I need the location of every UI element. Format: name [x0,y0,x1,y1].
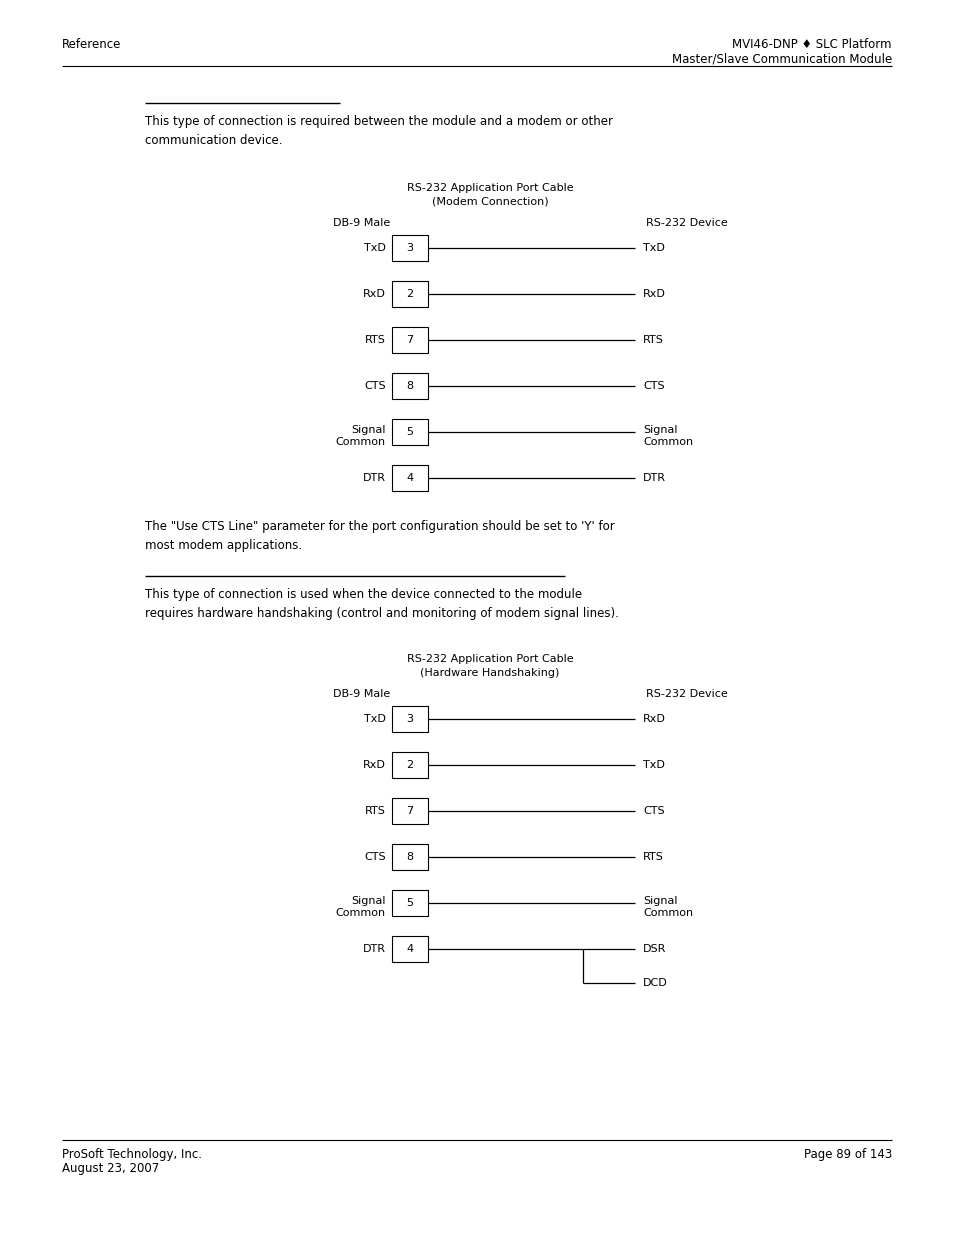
Bar [392,798,428,824]
Text: RxD: RxD [642,289,665,299]
Bar [392,890,428,916]
Text: CTS: CTS [364,382,386,391]
Text: CTS: CTS [364,852,386,862]
Text: RxD: RxD [363,760,386,769]
Text: RxD: RxD [363,289,386,299]
Text: This type of connection is used when the device connected to the module
requires: This type of connection is used when the… [145,588,618,620]
Text: RTS: RTS [365,335,386,345]
Bar [392,235,428,261]
Bar [392,466,428,492]
Text: The "Use CTS Line" parameter for the port configuration should be set to 'Y' for: The "Use CTS Line" parameter for the por… [145,520,614,552]
Text: RTS: RTS [642,335,663,345]
Text: August 23, 2007: August 23, 2007 [62,1162,159,1174]
Text: RxD: RxD [642,714,665,724]
Text: 4: 4 [406,944,414,953]
Text: 3: 3 [406,243,413,253]
Text: RS-232 Application Port Cable: RS-232 Application Port Cable [406,655,573,664]
Text: Reference: Reference [62,38,121,51]
Text: 7: 7 [406,806,414,816]
Text: DB-9 Male: DB-9 Male [333,689,390,699]
Text: DCD: DCD [642,978,667,988]
Text: This type of connection is required between the module and a modem or other
comm: This type of connection is required betw… [145,115,613,147]
Text: DTR: DTR [363,473,386,483]
Bar [392,752,428,778]
Bar [392,327,428,353]
Bar [392,706,428,732]
Text: Signal
Common: Signal Common [335,897,386,918]
Bar [392,419,428,445]
Text: 5: 5 [406,427,413,437]
Text: RS-232 Application Port Cable: RS-232 Application Port Cable [406,183,573,193]
Text: 3: 3 [406,714,413,724]
Text: Page 89 of 143: Page 89 of 143 [803,1149,891,1161]
Text: 8: 8 [406,852,414,862]
Text: DTR: DTR [363,944,386,953]
Text: CTS: CTS [642,806,664,816]
Bar [392,282,428,308]
Text: 8: 8 [406,382,414,391]
Text: 5: 5 [406,898,413,908]
Bar [392,844,428,869]
Text: (Modem Connection): (Modem Connection) [432,198,548,207]
Text: 2: 2 [406,289,414,299]
Bar [392,936,428,962]
Text: DSR: DSR [642,944,666,953]
Text: (Hardware Handshaking): (Hardware Handshaking) [420,668,559,678]
Text: TxD: TxD [642,243,664,253]
Text: RTS: RTS [365,806,386,816]
Text: 2: 2 [406,760,414,769]
Text: TxD: TxD [364,714,386,724]
Text: CTS: CTS [642,382,664,391]
Text: Signal
Common: Signal Common [642,897,693,918]
Text: TxD: TxD [364,243,386,253]
Text: DTR: DTR [642,473,665,483]
Text: Signal
Common: Signal Common [335,425,386,447]
Text: TxD: TxD [642,760,664,769]
Text: RS-232 Device: RS-232 Device [645,689,727,699]
Bar [392,373,428,399]
Text: Master/Slave Communication Module: Master/Slave Communication Module [671,52,891,65]
Text: RS-232 Device: RS-232 Device [645,219,727,228]
Text: RTS: RTS [642,852,663,862]
Text: ProSoft Technology, Inc.: ProSoft Technology, Inc. [62,1149,202,1161]
Text: DB-9 Male: DB-9 Male [333,219,390,228]
Text: MVI46-DNP ♦ SLC Platform: MVI46-DNP ♦ SLC Platform [732,38,891,51]
Text: 4: 4 [406,473,414,483]
Text: 7: 7 [406,335,414,345]
Text: Signal
Common: Signal Common [642,425,693,447]
